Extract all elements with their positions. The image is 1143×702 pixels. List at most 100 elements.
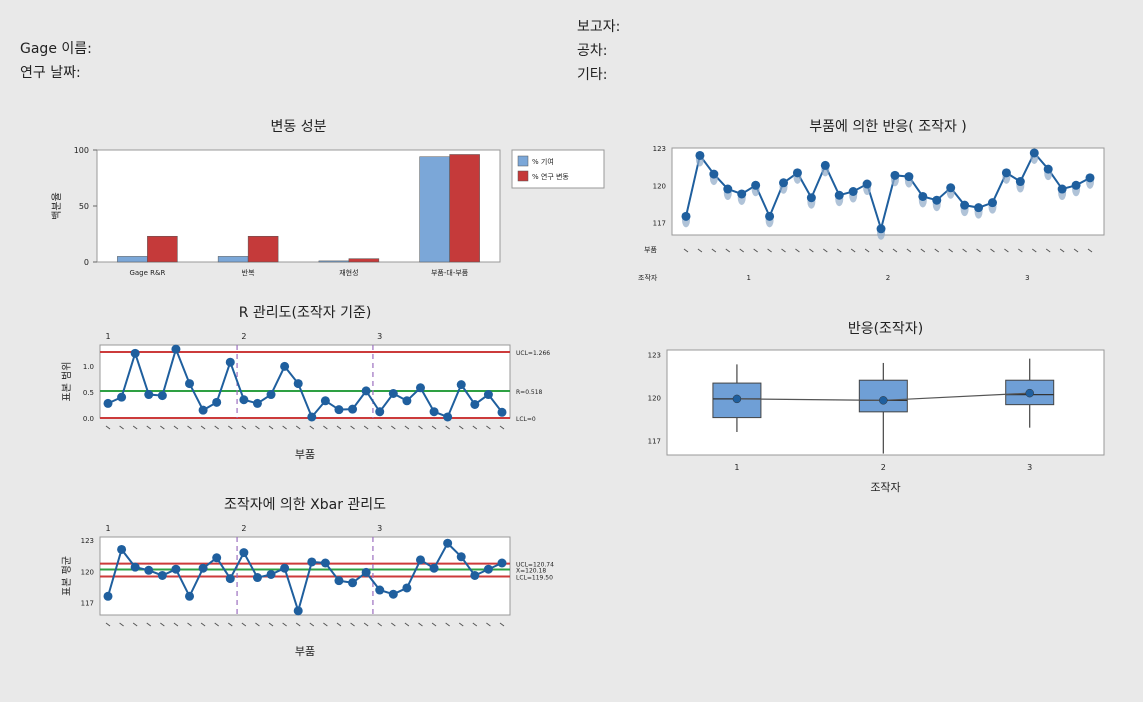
x-tick [350,425,355,430]
y-tick-label: 50 [79,202,89,211]
data-point [402,396,412,406]
data-point [806,193,816,203]
x-row-label: 조작자 [638,273,658,282]
operator-label: 1 [105,332,110,341]
data-point [443,412,453,422]
x-row-label: 부품 [644,246,657,254]
x-tick [472,425,478,430]
x-tick [418,622,423,627]
x-tick [214,622,219,627]
operator-label: 2 [241,332,246,341]
chart-title: 변동 성분 [271,119,327,135]
bar [117,256,148,263]
data-point [375,407,385,417]
data-point [429,563,439,573]
y-tick-label: 120 [81,568,94,576]
x-tick [458,622,464,627]
mean-point [1025,388,1034,398]
lcl-label: LCL=119.50 [516,575,553,582]
x-tick [173,425,179,430]
data-point [198,563,208,573]
x-tick [878,248,884,253]
data-point [185,591,195,601]
x-tick [962,248,967,253]
y-tick-label: 0.5 [83,389,94,397]
chart-title: 반응(조작자) [848,321,923,337]
x-tick [472,622,478,627]
operator-label: 2 [241,524,246,533]
x-axis-label: 조작자 [870,481,900,494]
data-point [765,211,775,221]
box [858,379,908,413]
center-label: X=120.18 [516,567,546,574]
data-point [144,565,154,575]
x-axis-label: 부품 [295,448,315,461]
y-tick-label: 123 [648,351,661,359]
x-tick [119,622,124,627]
x-tick [255,425,260,430]
bar [419,156,450,263]
data-point [779,178,789,188]
data-point [252,398,262,408]
x-tick [725,248,731,253]
lcl-label: LCL=0 [516,416,536,423]
y-tick-label: 120 [648,394,661,402]
operator-label: 3 [377,524,382,533]
x-tick [418,425,423,430]
data-point [280,361,290,371]
x-tick [363,622,369,627]
data-point [470,570,480,580]
x-tick [948,248,953,253]
legend-label: % 연구 변동 [532,173,569,181]
data-point [266,569,276,579]
box [712,382,762,419]
x-tick [309,425,315,430]
data-point [293,379,303,389]
x-tick-label: 1 [734,463,739,472]
data-point [709,169,719,179]
y-tick-label: 123 [653,145,666,153]
x-tick [697,248,703,253]
y-tick-label: 123 [81,537,94,545]
data-point [1015,177,1025,187]
x-tick [268,622,274,627]
data-point [876,224,886,234]
x-tick [160,425,165,430]
data-point [375,585,385,595]
data-point [130,348,140,358]
x-tick [739,248,745,253]
x-tick [187,622,192,627]
legend-swatch [517,170,529,182]
x-tick [920,248,926,253]
x-tick [1059,248,1065,253]
misc-label: 기타: [577,67,608,83]
operator-label: 3 [377,332,382,341]
data-point [348,404,358,414]
x-tick [227,622,233,627]
bar [348,258,380,263]
data-point [307,412,317,422]
data-point [361,567,371,577]
data-point [429,407,439,417]
reporter-label: 보고자: [577,19,621,35]
x-tick [445,622,450,627]
gage-name-label: Gage 이름: [20,41,92,57]
x-tick-label: 반복 [242,268,255,277]
data-point [388,589,398,599]
x-tick [146,622,152,627]
x-tick [823,248,828,253]
data-point [1043,164,1053,174]
data-point [415,383,425,393]
data-point [918,191,928,201]
x-tick [404,425,410,430]
x-tick [1045,248,1051,253]
data-point [987,198,997,208]
data-point [946,183,956,193]
data-point [334,576,344,586]
data-point [266,390,276,400]
x-tick-label: 부품-대-부품 [431,269,469,277]
x-tick [105,622,111,627]
x-tick [187,425,192,430]
x-tick [836,248,842,253]
data-point [361,386,371,396]
